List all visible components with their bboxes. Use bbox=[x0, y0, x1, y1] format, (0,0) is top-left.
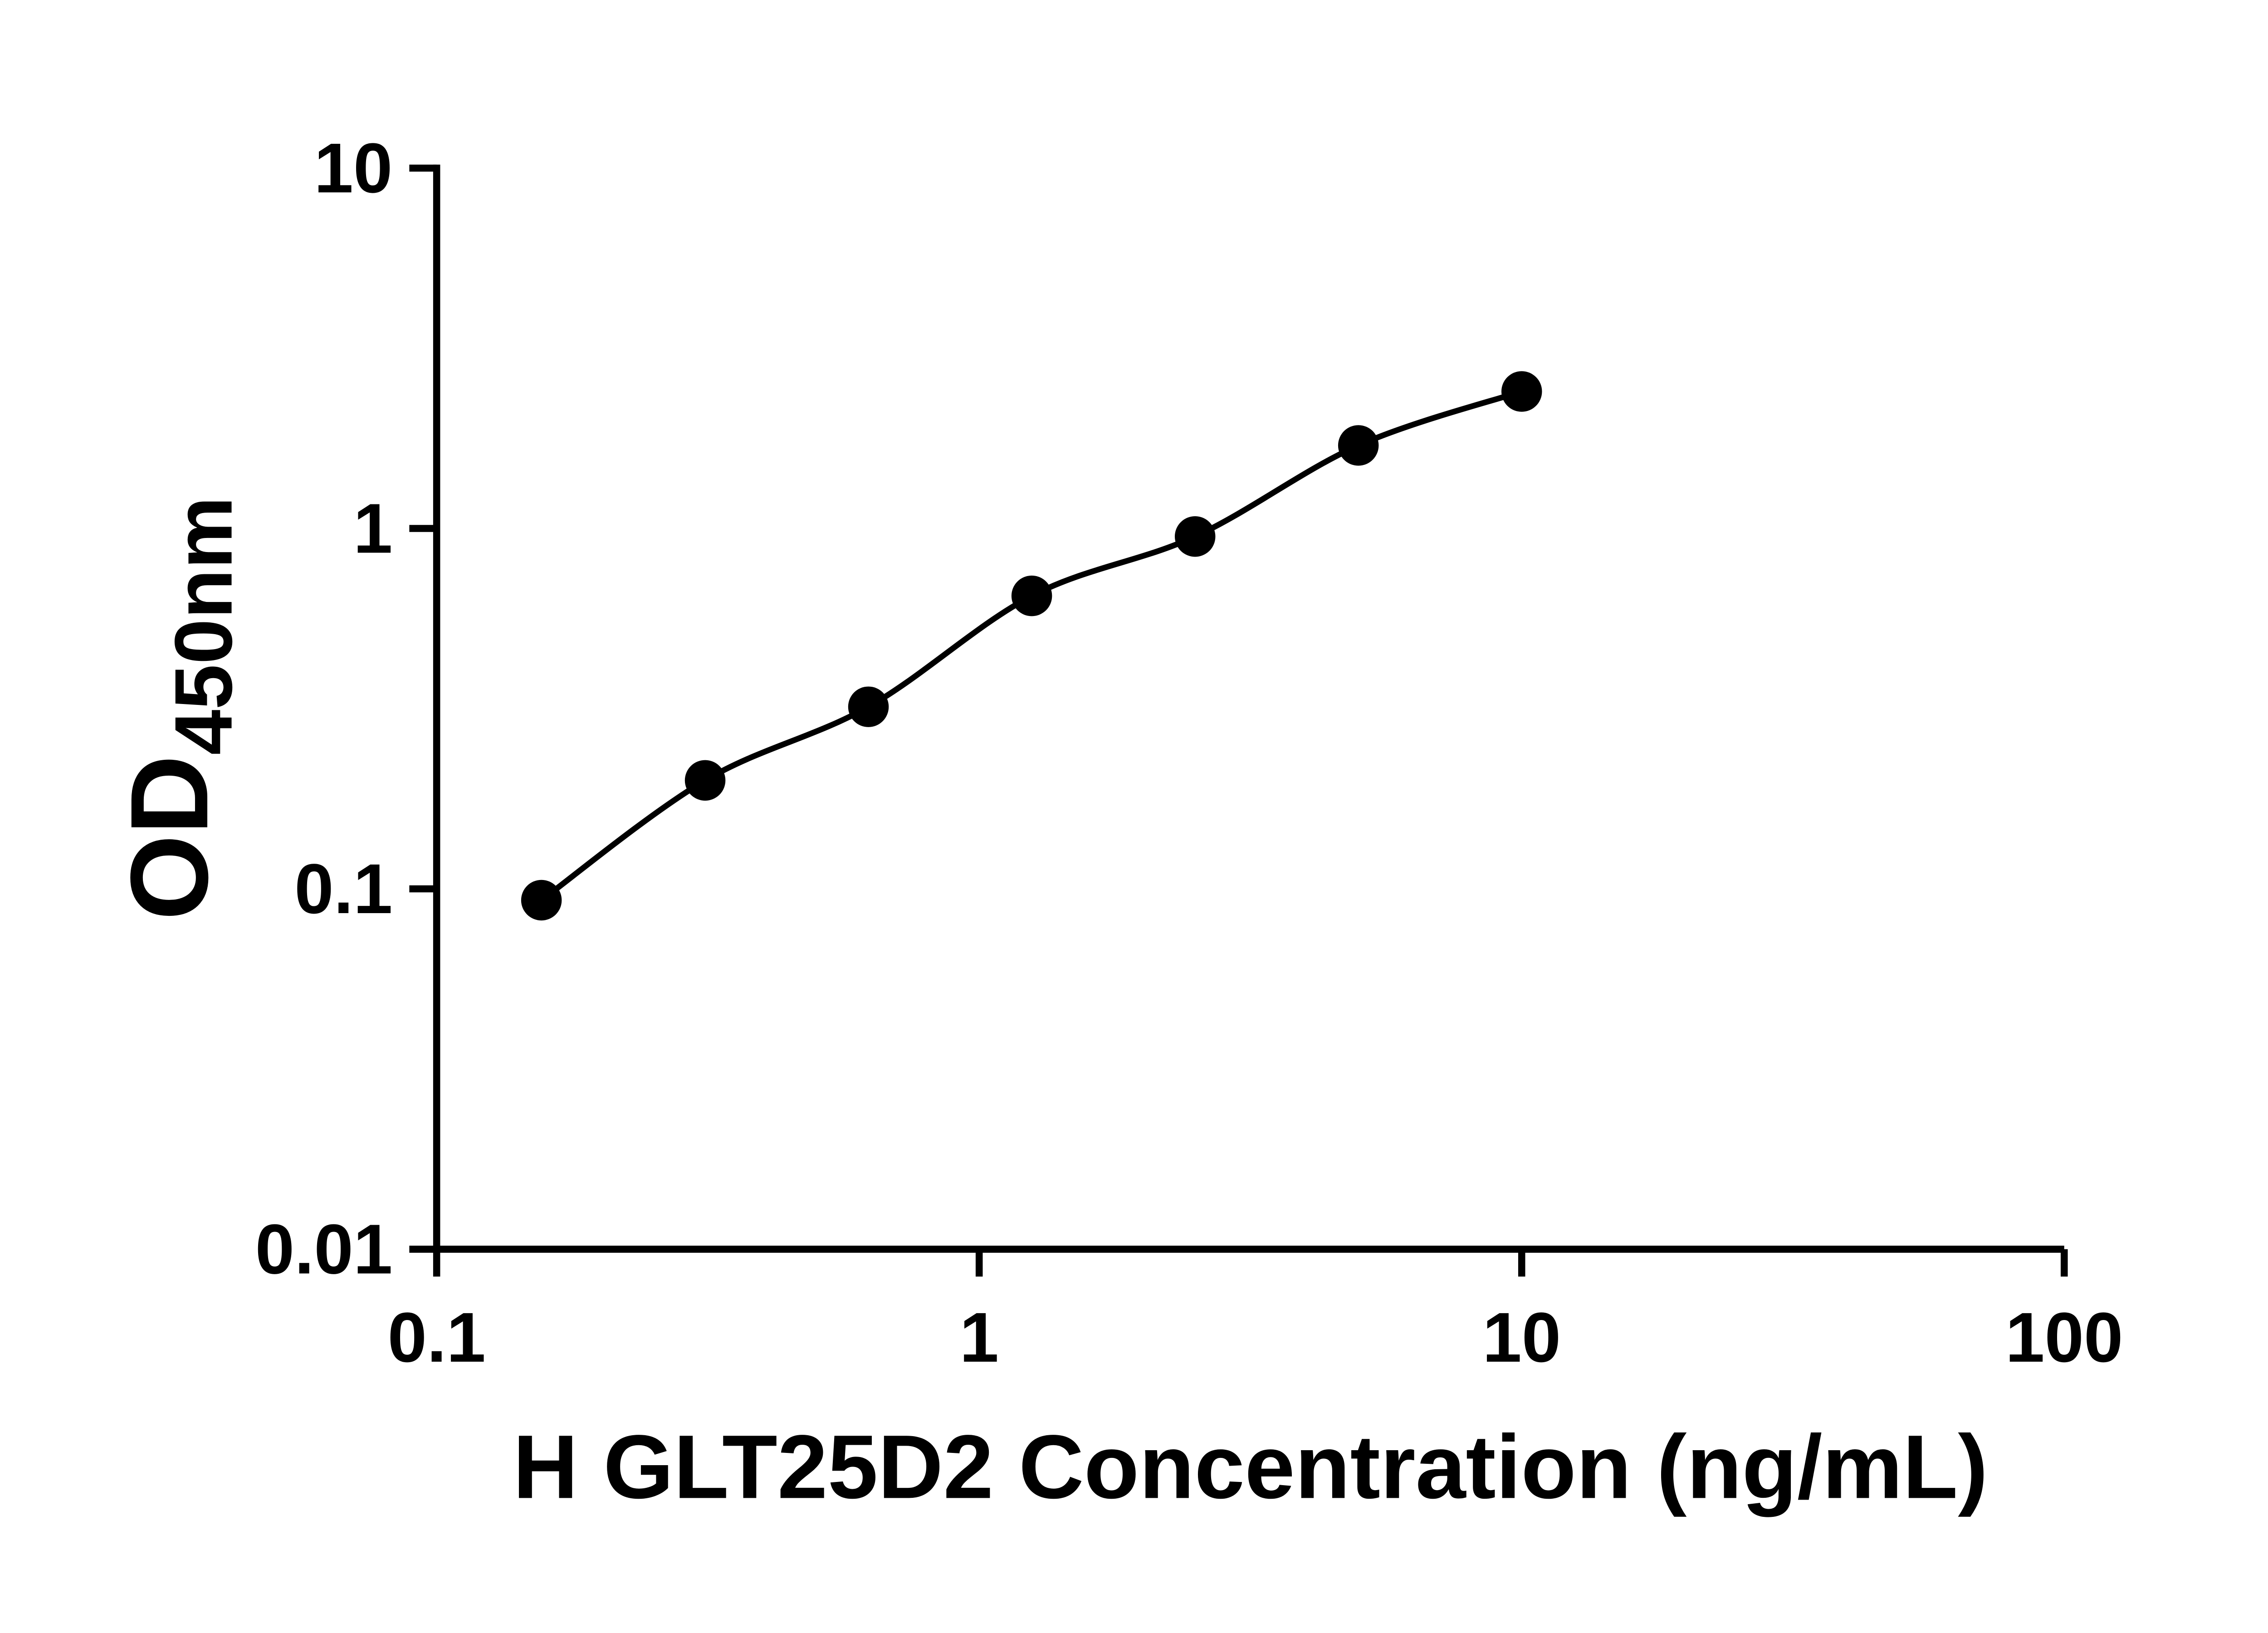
x-tick-label: 1 bbox=[959, 1298, 999, 1377]
data-point bbox=[521, 880, 562, 921]
axes-group: 0.1 1 10 100 0.01 0.1 1 10 bbox=[255, 128, 2123, 1377]
fit-curve bbox=[539, 389, 1523, 903]
x-axis-title: H GLT25D2 Concentration (ng/mL) bbox=[513, 1417, 1988, 1517]
y-axis-title-subscript: 450nm bbox=[158, 496, 249, 755]
data-point bbox=[848, 686, 889, 727]
y-tick-label: 10 bbox=[314, 128, 392, 207]
y-tick-label: 0.1 bbox=[294, 849, 392, 928]
y-tick-label: 0.01 bbox=[255, 1209, 393, 1288]
data-point bbox=[1501, 371, 1542, 412]
y-tick-label: 1 bbox=[353, 489, 393, 568]
x-tick-label: 10 bbox=[1482, 1298, 1561, 1377]
y-axis-title-main: OD bbox=[108, 755, 231, 920]
series-group bbox=[521, 371, 1542, 921]
data-point bbox=[1338, 425, 1379, 466]
data-point bbox=[1174, 516, 1216, 557]
y-axis-title: OD450nm bbox=[108, 496, 249, 920]
x-tick-label: 100 bbox=[2005, 1298, 2123, 1377]
x-tick-label: 0.1 bbox=[388, 1298, 486, 1377]
data-point bbox=[684, 760, 726, 801]
data-point bbox=[1011, 575, 1052, 616]
